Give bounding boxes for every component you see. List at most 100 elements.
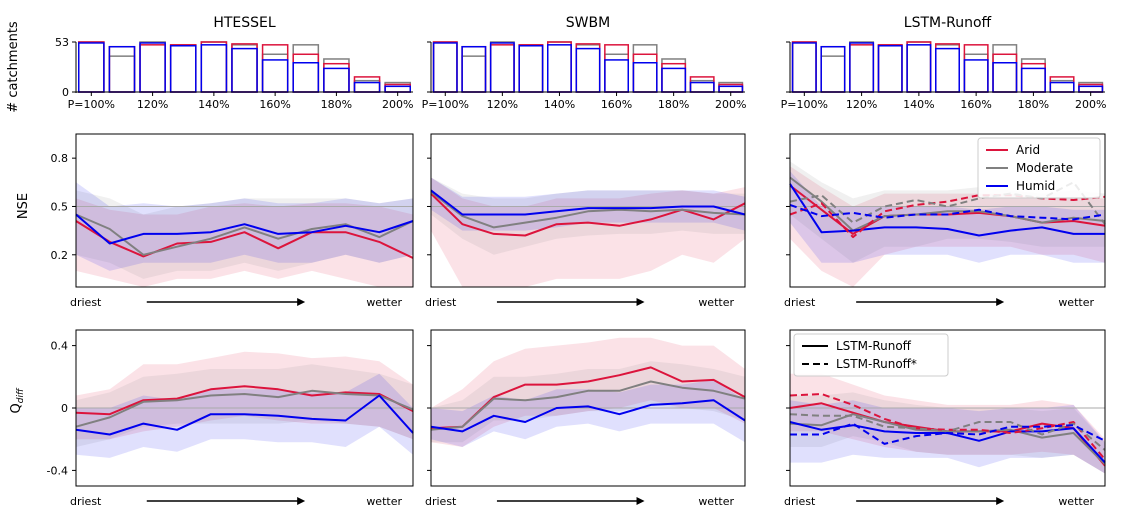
x-tick-label: 120%: [137, 98, 168, 111]
line-arid: [430, 192, 746, 237]
bar-humid-140%: [200, 44, 228, 93]
nse-panel-swbm: driest wetter: [425, 133, 746, 309]
x-annotation-driest: driest: [425, 495, 457, 508]
line-humid-dashed: [790, 422, 1106, 445]
bar-humid-110%: [820, 45, 846, 93]
bar-arid-160%: [963, 44, 989, 93]
bar-humid-150%: [575, 47, 601, 93]
bar-arid-110%: [461, 45, 487, 93]
bar-arid-140%: [547, 41, 572, 93]
bar-arid-160%: [604, 44, 629, 93]
bar-humid-190%: [353, 81, 381, 93]
bar-humid-120%: [489, 42, 515, 93]
legend-label-moderate: Moderate: [1016, 161, 1073, 175]
line-moderate: [430, 191, 746, 229]
bar-arid-100%: [432, 41, 458, 93]
band-arid: [76, 351, 413, 440]
bar-moderate-140%: [906, 41, 932, 93]
legend-box: [793, 333, 949, 377]
bar-moderate-120%: [139, 41, 166, 93]
bar-arid-200%: [718, 83, 744, 93]
bar-moderate-170%: [632, 44, 658, 93]
x-annotation-wetter: wetter: [1058, 296, 1094, 309]
hist-panel-htessel: HTESSEL 0 53 P=100% 120% 140% 160% 180% 200%: [55, 15, 413, 111]
x-annotation-driest: driest: [425, 296, 457, 309]
x-tick-label: 200%: [1075, 98, 1106, 111]
band-humid: [431, 177, 745, 231]
bar-arid-170%: [292, 53, 320, 93]
x-tick-label: 140%: [544, 98, 575, 111]
direction-arrow-head: [297, 298, 306, 306]
bar-arid-150%: [935, 43, 960, 93]
bar-moderate-140%: [547, 41, 572, 93]
x-tick-label: 160%: [601, 98, 632, 111]
bar-arid-140%: [906, 41, 932, 93]
bar-arid-120%: [849, 44, 875, 93]
bar-humid-130%: [169, 45, 197, 93]
x-annotation-driest: driest: [784, 296, 816, 309]
bar-humid-170%: [992, 62, 1018, 93]
y-tick-label: 0.8: [51, 152, 69, 165]
bar-humid-120%: [849, 42, 875, 93]
bar-moderate-110%: [820, 55, 846, 93]
band-moderate: [431, 361, 745, 443]
bar-arid-160%: [261, 44, 289, 93]
bar-moderate-110%: [108, 55, 136, 93]
bar-moderate-100%: [791, 41, 817, 93]
line-moderate: [430, 380, 746, 431]
bar-moderate-130%: [518, 44, 544, 93]
bar-humid-130%: [518, 45, 544, 93]
bar-arid-170%: [632, 53, 658, 93]
y-tick-label: 0.4: [51, 340, 69, 353]
bar-humid-100%: [432, 42, 458, 93]
qdiff-row-label: Qdiff: [9, 387, 26, 413]
bar-humid-150%: [231, 47, 258, 93]
bar-arid-110%: [820, 45, 846, 93]
bar-humid-120%: [139, 42, 166, 93]
bar-arid-140%: [200, 41, 228, 93]
band-humid: [431, 379, 745, 447]
bar-humid-180%: [1020, 67, 1046, 93]
bar-arid-100%: [78, 41, 105, 93]
bar-arid-110%: [108, 45, 136, 93]
legend-label-humid: Humid: [1016, 179, 1055, 193]
x-tick-label: P=100%: [781, 98, 828, 111]
bar-moderate-170%: [292, 44, 320, 93]
panel-title: LSTM-Runoff: [904, 15, 992, 31]
panel-title: SWBM: [566, 15, 610, 31]
bar-arid-200%: [1078, 83, 1104, 93]
x-tick-label: 200%: [715, 98, 746, 111]
bar-arid-190%: [1049, 76, 1075, 93]
bar-moderate-120%: [489, 41, 515, 93]
y-tick-label: 0.5: [51, 200, 69, 213]
nse-panel-lstm-runoff: driest wetter Arid Moderate Humid: [784, 133, 1106, 309]
legend-label-dashed: LSTM-Runoff*: [836, 357, 917, 371]
bar-humid-160%: [963, 59, 989, 93]
hist-row-label: # catchments: [6, 21, 21, 113]
x-tick-label: 180%: [1018, 98, 1049, 111]
plot-frame: [75, 133, 414, 288]
line-humid-dashed: [789, 203, 1106, 221]
direction-arrow-head: [297, 497, 306, 505]
line-humid: [430, 399, 746, 433]
band-moderate: [76, 364, 413, 447]
bar-arid-120%: [139, 44, 166, 93]
bar-arid-100%: [791, 41, 817, 93]
line-humid: [75, 394, 414, 436]
direction-arrow-head: [996, 298, 1005, 306]
legend-label-solid: LSTM-Runoff: [836, 339, 912, 353]
y-tick-label: -0.4: [47, 464, 68, 477]
bar-arid-130%: [877, 44, 903, 93]
x-tick-label: 140%: [198, 98, 229, 111]
bar-humid-200%: [384, 85, 411, 93]
bar-humid-170%: [632, 62, 658, 93]
bar-humid-140%: [547, 44, 572, 93]
x-annotation-wetter: wetter: [366, 296, 402, 309]
legend-label-arid: Arid: [1016, 143, 1040, 157]
bar-arid-190%: [353, 76, 381, 93]
x-annotation-wetter: wetter: [698, 296, 734, 309]
bar-moderate-140%: [200, 41, 228, 93]
x-tick-label: 200%: [382, 98, 413, 111]
y-tick-label: 0: [61, 402, 68, 415]
